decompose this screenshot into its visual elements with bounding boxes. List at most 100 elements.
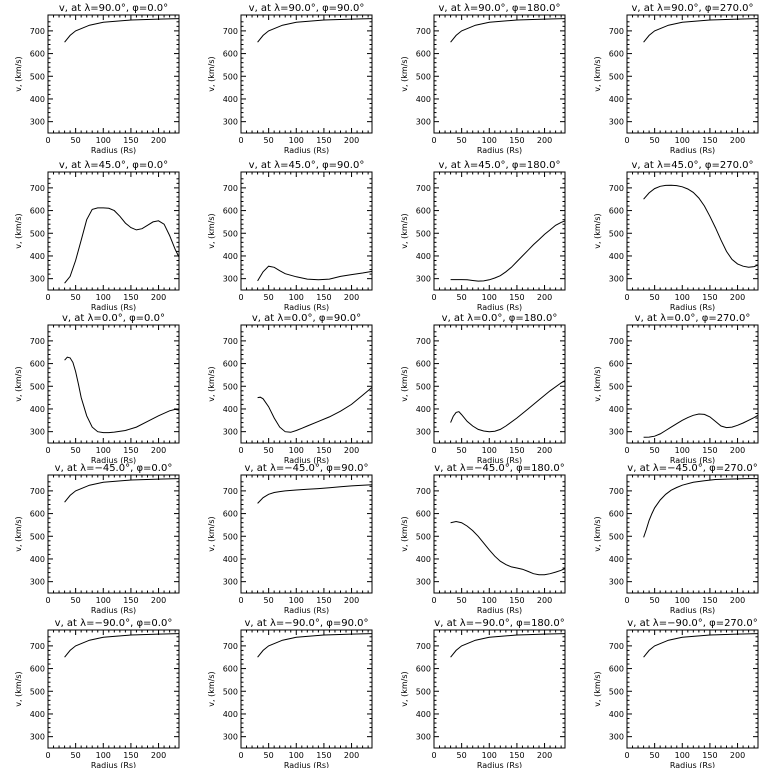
panel-title: v, at λ=0.0°, φ=90.0°	[252, 313, 361, 324]
y-tick-label: 300	[609, 118, 624, 127]
x-tick-label: 200	[344, 446, 359, 455]
x-tick-label: 0	[431, 751, 436, 760]
y-axis-label: v, (km/s)	[400, 213, 409, 248]
x-tick-label: 50	[650, 751, 660, 760]
x-tick-label: 50	[71, 446, 81, 455]
y-tick-label: 400	[223, 555, 238, 564]
x-tick-label: 100	[482, 293, 497, 302]
x-tick-label: 200	[730, 596, 745, 605]
y-tick-label: 300	[30, 578, 45, 587]
y-axis-label: v, (km/s)	[14, 671, 23, 706]
x-tick-label: 150	[123, 596, 138, 605]
y-tick-label: 400	[30, 555, 45, 564]
series-line	[64, 207, 180, 284]
x-tick-label: 0	[431, 136, 436, 145]
y-tick-label: 600	[609, 360, 624, 369]
y-tick-label: 300	[609, 733, 624, 742]
chart-panel: v, at λ=0.0°, φ=90.0° 0 50 100 150 200 300 400 5…	[207, 313, 373, 465]
y-axis-label: v, (km/s)	[400, 56, 409, 91]
y-tick-label: 700	[416, 27, 431, 36]
x-tick-label: 150	[316, 293, 331, 302]
x-tick-label: 200	[344, 751, 359, 760]
y-tick-label: 300	[223, 733, 238, 742]
y-tick-label: 400	[30, 252, 45, 261]
y-tick-label: 500	[223, 382, 238, 391]
panel-title: v, at λ=−90.0°, φ=180.0°	[434, 618, 564, 629]
x-axis-label: Radius (Rs)	[477, 456, 522, 465]
y-tick-label: 700	[416, 487, 431, 496]
y-tick-label: 400	[609, 252, 624, 261]
series-line	[257, 484, 373, 504]
series-line	[64, 633, 180, 658]
panel-title: v, at λ=90.0°, φ=180.0°	[438, 3, 560, 14]
y-tick-label: 500	[223, 532, 238, 541]
y-tick-label: 500	[416, 229, 431, 238]
y-tick-label: 600	[609, 665, 624, 674]
x-tick-label: 0	[624, 751, 629, 760]
x-tick-label: 0	[431, 293, 436, 302]
y-tick-label: 600	[30, 510, 45, 519]
x-tick-label: 200	[344, 596, 359, 605]
x-tick-label: 200	[151, 751, 166, 760]
x-tick-label: 150	[316, 596, 331, 605]
chart-panel: v, at λ=45.0°, φ=180.0° 0 50 100 150 200 300 40…	[400, 160, 566, 312]
series-line	[643, 184, 759, 268]
y-tick-label: 300	[416, 428, 431, 437]
x-tick-label: 150	[509, 596, 524, 605]
chart-panel: v, at λ=−45.0°, φ=270.0° 0 50 100 150 200 300 4…	[593, 463, 759, 615]
y-tick-label: 600	[609, 207, 624, 216]
x-tick-label: 50	[264, 446, 274, 455]
x-tick-label: 50	[457, 596, 467, 605]
x-tick-label: 0	[45, 446, 50, 455]
series-line	[450, 220, 566, 282]
y-tick-label: 300	[416, 118, 431, 127]
y-tick-label: 400	[609, 95, 624, 104]
y-axis-label: v, (km/s)	[400, 516, 409, 551]
y-tick-label: 300	[223, 275, 238, 284]
y-tick-label: 600	[30, 360, 45, 369]
y-tick-label: 500	[30, 532, 45, 541]
x-tick-label: 100	[96, 596, 111, 605]
plot-frame	[47, 474, 180, 594]
panel-title: v, at λ=45.0°, φ=0.0°	[59, 160, 168, 171]
chart-panel: v, at λ=90.0°, φ=270.0° 0 50 100 150 200 300 40…	[593, 3, 759, 155]
y-tick-label: 700	[416, 337, 431, 346]
plot-frame	[240, 324, 373, 444]
y-axis-label: v, (km/s)	[400, 671, 409, 706]
plot-frame	[433, 629, 566, 749]
x-tick-label: 50	[71, 751, 81, 760]
y-tick-label: 700	[609, 642, 624, 651]
y-tick-label: 500	[609, 72, 624, 81]
y-tick-label: 400	[223, 252, 238, 261]
y-tick-label: 700	[30, 487, 45, 496]
plot-frame	[240, 474, 373, 594]
chart-panel: v, at λ=−45.0°, φ=90.0° 0 50 100 150 200 300 40…	[207, 463, 373, 615]
y-axis-label: v, (km/s)	[14, 516, 23, 551]
y-tick-label: 300	[30, 733, 45, 742]
x-tick-label: 200	[151, 136, 166, 145]
y-tick-label: 700	[609, 337, 624, 346]
y-tick-label: 600	[30, 665, 45, 674]
x-tick-label: 150	[702, 293, 717, 302]
chart-panel: v, at λ=0.0°, φ=270.0° 0 50 100 150 200 300 400…	[593, 313, 759, 465]
x-tick-label: 50	[264, 751, 274, 760]
chart-panel: v, at λ=45.0°, φ=0.0° 0 50 100 150 200 300 400 5…	[14, 160, 180, 312]
chart-panel: v, at λ=45.0°, φ=90.0° 0 50 100 150 200 300 400…	[207, 160, 373, 312]
x-tick-label: 100	[482, 596, 497, 605]
y-tick-label: 700	[609, 184, 624, 193]
x-tick-label: 0	[238, 751, 243, 760]
x-tick-label: 100	[675, 136, 690, 145]
y-tick-label: 700	[416, 642, 431, 651]
y-tick-label: 500	[416, 382, 431, 391]
x-tick-label: 200	[730, 446, 745, 455]
plot-frame	[626, 324, 759, 444]
series-line	[257, 18, 373, 43]
plot-frame	[626, 171, 759, 291]
y-tick-label: 400	[30, 405, 45, 414]
y-tick-label: 700	[30, 27, 45, 36]
y-tick-label: 500	[30, 382, 45, 391]
plot-frame	[433, 324, 566, 444]
y-tick-label: 500	[609, 382, 624, 391]
x-tick-label: 50	[650, 136, 660, 145]
y-axis-label: v, (km/s)	[593, 516, 602, 551]
